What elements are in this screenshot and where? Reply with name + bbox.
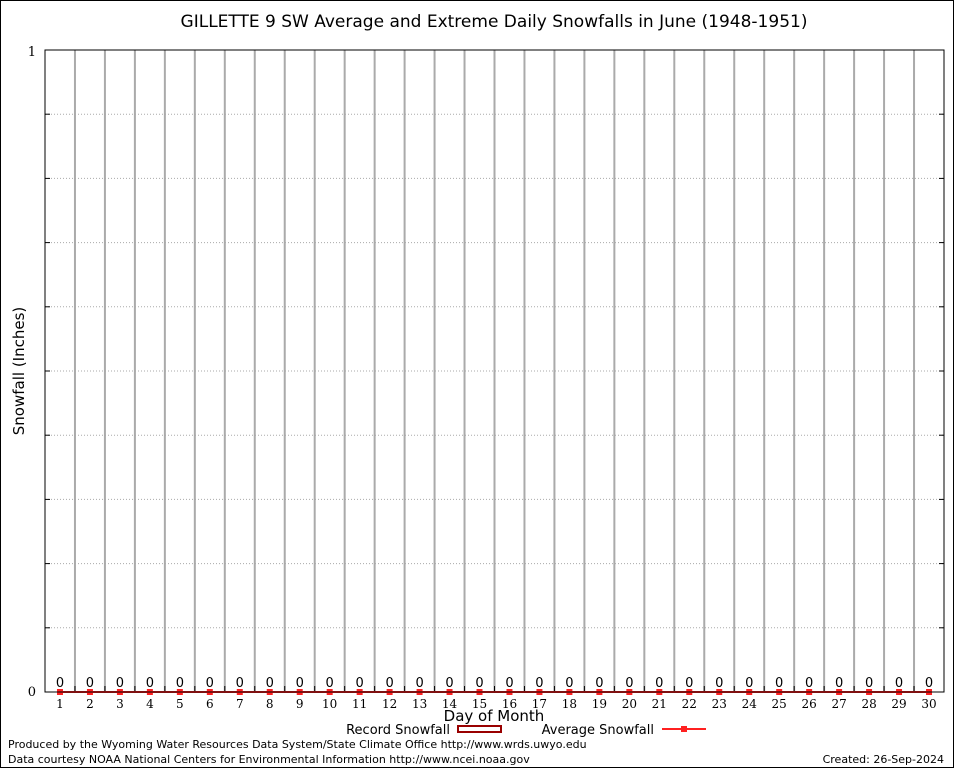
data-label: 0 bbox=[565, 676, 573, 691]
data-label: 0 bbox=[445, 676, 453, 691]
x-tick-label: 2 bbox=[86, 697, 94, 711]
legend-average-label: Average Snowfall bbox=[542, 723, 654, 738]
data-label: 0 bbox=[176, 676, 184, 691]
data-label: 0 bbox=[775, 676, 783, 691]
chart-title: GILLETTE 9 SW Average and Extreme Daily … bbox=[181, 12, 808, 32]
data-label: 0 bbox=[116, 676, 124, 691]
marks: 0 0 0 0 0 0 0 0 0 0 0 0 0 0 0 0 0 0 0 0 0 0 0 0 0 0 0 0 0 01 2 3 4 5 6 7 8 9 1… bbox=[56, 676, 937, 711]
x-tick-label: 15 bbox=[472, 697, 487, 711]
x-tick-label: 22 bbox=[682, 697, 697, 711]
x-tick-label: 21 bbox=[652, 697, 667, 711]
data-label: 0 bbox=[296, 676, 304, 691]
y-tick-label-max: 1 bbox=[28, 45, 36, 60]
data-label: 0 bbox=[805, 676, 813, 691]
x-tick-label: 9 bbox=[296, 697, 304, 711]
x-tick-label: 16 bbox=[502, 697, 517, 711]
x-tick-label: 24 bbox=[742, 697, 758, 711]
data-label: 0 bbox=[715, 676, 723, 691]
x-axis-label: Day of Month bbox=[444, 707, 545, 725]
y-axis-label: Snowfall (Inches) bbox=[10, 307, 28, 435]
x-tick-label: 11 bbox=[352, 697, 367, 711]
data-label: 0 bbox=[835, 676, 843, 691]
legend-record-label: Record Snowfall bbox=[346, 723, 450, 738]
data-label: 0 bbox=[146, 676, 154, 691]
data-label: 0 bbox=[595, 676, 603, 691]
data-label: 0 bbox=[895, 676, 903, 691]
x-tick-label: 7 bbox=[236, 697, 244, 711]
x-tick-label: 20 bbox=[622, 697, 637, 711]
x-tick-label: 10 bbox=[322, 697, 337, 711]
x-tick-label: 28 bbox=[861, 697, 876, 711]
data-label: 0 bbox=[625, 676, 633, 691]
footer-created: Created: 26-Sep-2024 bbox=[823, 753, 944, 766]
data-label: 0 bbox=[865, 676, 873, 691]
footer-produced-by: Produced by the Wyoming Water Resources … bbox=[8, 738, 587, 751]
x-tick-label: 12 bbox=[382, 697, 397, 711]
x-tick-label: 27 bbox=[831, 697, 846, 711]
x-tick-label: 1 bbox=[56, 697, 64, 711]
data-label: 0 bbox=[86, 676, 94, 691]
x-tick-label: 14 bbox=[442, 697, 458, 711]
x-tick-label: 13 bbox=[412, 697, 427, 711]
x-tick-label: 18 bbox=[562, 697, 577, 711]
legend: Record Snowfall Average Snowfall bbox=[346, 723, 706, 738]
data-label: 0 bbox=[326, 676, 334, 691]
x-tick-label: 30 bbox=[921, 697, 936, 711]
data-label: 0 bbox=[266, 676, 274, 691]
data-label: 0 bbox=[56, 676, 64, 691]
plot-frame bbox=[44, 49, 945, 693]
data-label: 0 bbox=[925, 676, 933, 691]
data-label: 0 bbox=[685, 676, 693, 691]
data-label: 0 bbox=[655, 676, 663, 691]
x-tick-label: 23 bbox=[712, 697, 727, 711]
data-label: 0 bbox=[415, 676, 423, 691]
x-tick-label: 17 bbox=[532, 697, 547, 711]
data-label: 0 bbox=[745, 676, 753, 691]
y-tick-label-min: 0 bbox=[28, 685, 36, 700]
data-label: 0 bbox=[535, 676, 543, 691]
x-tick-label: 26 bbox=[802, 697, 817, 711]
data-label: 0 bbox=[356, 676, 364, 691]
legend-record-swatch bbox=[457, 725, 502, 733]
x-tick-label: 19 bbox=[592, 697, 607, 711]
x-tick-label: 6 bbox=[206, 697, 214, 711]
x-tick-label: 29 bbox=[891, 697, 906, 711]
data-label: 0 bbox=[385, 676, 393, 691]
footer-data-courtesy: Data courtesy NOAA National Centers for … bbox=[8, 753, 530, 766]
data-label: 0 bbox=[475, 676, 483, 691]
data-label: 0 bbox=[206, 676, 214, 691]
grid bbox=[45, 50, 944, 692]
x-tick-label: 3 bbox=[116, 697, 124, 711]
data-label: 0 bbox=[236, 676, 244, 691]
x-tick-label: 8 bbox=[266, 697, 274, 711]
x-tick-label: 25 bbox=[772, 697, 787, 711]
x-tick-label: 5 bbox=[176, 697, 184, 711]
legend-average-marker bbox=[681, 726, 687, 732]
data-label: 0 bbox=[505, 676, 513, 691]
x-tick-label: 4 bbox=[146, 697, 154, 711]
